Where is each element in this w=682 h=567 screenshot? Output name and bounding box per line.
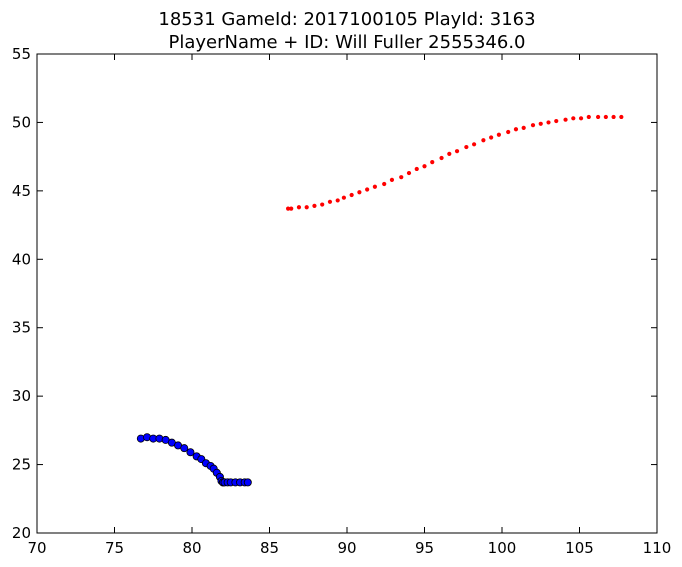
x-tick-label: 70 — [27, 539, 46, 557]
data-point — [320, 202, 325, 207]
x-tick-label: 95 — [415, 539, 434, 557]
data-point — [554, 118, 559, 124]
x-tick-label: 105 — [565, 539, 594, 557]
data-point — [538, 121, 543, 126]
x-tick-label: 90 — [337, 539, 356, 557]
data-point — [372, 184, 377, 189]
data-point — [439, 155, 444, 161]
y-tick-label: 50 — [12, 113, 31, 131]
y-tick-label: 35 — [12, 319, 31, 337]
data-point — [521, 125, 526, 131]
data-point — [603, 114, 608, 120]
data-point — [296, 205, 302, 210]
data-point — [414, 166, 419, 172]
data-point — [304, 205, 309, 210]
data-point — [489, 135, 494, 140]
data-point — [399, 175, 404, 180]
data-point — [422, 164, 427, 169]
y-axis: 20 25 30 35 40 45 50 55 — [12, 45, 657, 542]
x-tick-label: 85 — [260, 539, 279, 557]
data-point — [472, 142, 477, 147]
data-point — [312, 203, 317, 209]
data-point — [596, 114, 601, 120]
data-point — [289, 206, 294, 211]
data-point — [382, 181, 387, 187]
data-point — [454, 149, 460, 154]
data-point — [546, 120, 551, 125]
data-point — [335, 198, 340, 203]
data-point — [389, 177, 395, 183]
x-axis: 70 75 80 85 90 95 100 105 110 — [27, 54, 671, 557]
data-point — [406, 170, 412, 176]
data-point — [586, 114, 591, 120]
x-tick-label: 80 — [182, 539, 201, 557]
data-point — [186, 448, 195, 457]
data-point — [243, 478, 252, 487]
data-point — [341, 195, 346, 200]
series-1 — [136, 433, 252, 487]
x-tick-label: 75 — [105, 539, 124, 557]
data-point — [464, 144, 469, 150]
chart-title-line-2: PlayerName + ID: Will Fuller 2555346.0 — [168, 32, 525, 53]
y-tick-label: 40 — [12, 250, 31, 268]
series-0 — [286, 114, 624, 211]
y-tick-label: 20 — [12, 524, 31, 542]
y-tick-label: 30 — [12, 387, 31, 405]
data-point — [506, 129, 511, 135]
y-tick-label: 55 — [12, 45, 31, 63]
data-point — [578, 116, 584, 121]
series-layer — [136, 114, 624, 487]
data-point — [513, 127, 519, 132]
data-point — [563, 117, 568, 122]
data-point — [481, 138, 486, 143]
data-point — [349, 192, 354, 198]
data-point — [286, 206, 291, 211]
data-point — [619, 114, 624, 120]
data-point — [447, 151, 452, 157]
chart-title-line-1: 18531 GameId: 2017100105 PlayId: 3163 — [158, 9, 535, 30]
data-point — [611, 114, 616, 120]
data-point — [530, 123, 536, 128]
data-point — [357, 190, 362, 195]
y-tick-label: 25 — [12, 456, 31, 474]
x-tick-label: 110 — [643, 539, 672, 557]
y-tick-label: 45 — [12, 182, 31, 200]
data-point — [180, 444, 189, 453]
x-tick-label: 100 — [488, 539, 517, 557]
plot-area — [36, 53, 658, 534]
data-point — [571, 116, 576, 121]
data-point — [327, 199, 333, 204]
data-point — [365, 187, 370, 192]
data-point — [430, 160, 435, 165]
data-point — [496, 132, 501, 137]
